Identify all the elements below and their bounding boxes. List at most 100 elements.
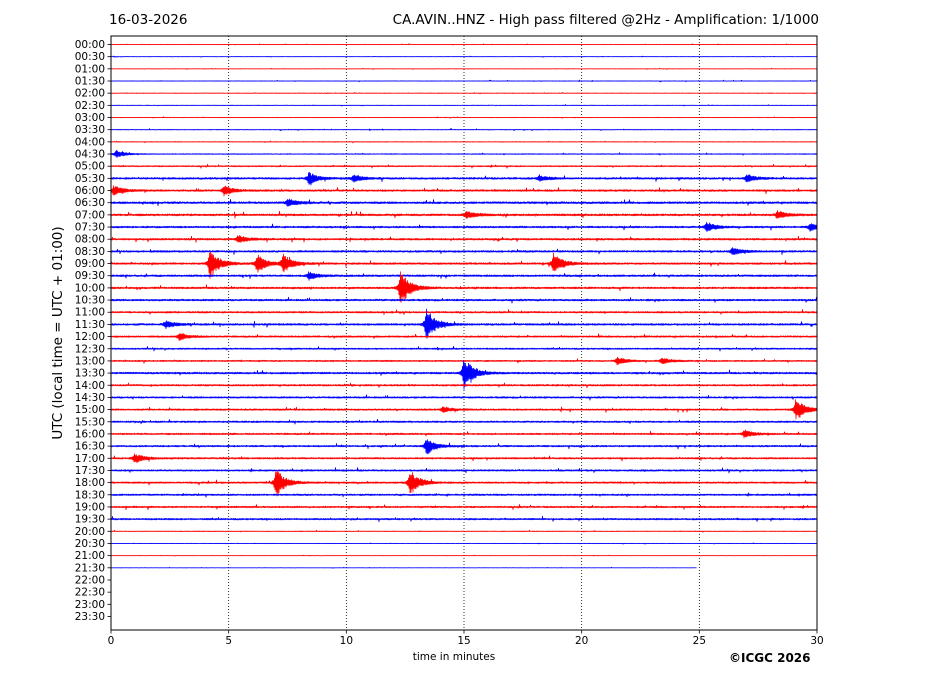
y-axis-label: UTC (local time = UTC + 01:00) (50, 226, 66, 439)
trace-0100 (110, 67, 818, 70)
trace-0530 (110, 172, 818, 186)
trace-1300 (110, 356, 818, 366)
trace-0730 (110, 222, 818, 233)
trace-0300 (110, 116, 818, 119)
trace-1630 (110, 439, 818, 455)
trace-1000 (110, 271, 818, 303)
y-tick-label: 00:00 (75, 39, 105, 51)
y-tick-label: 05:30 (75, 173, 105, 185)
trace-1130 (110, 308, 818, 339)
y-tick-label: 08:00 (75, 234, 105, 246)
trace-0700 (110, 210, 818, 220)
y-tick-label: 03:30 (75, 124, 105, 136)
y-tick-label: 05:00 (75, 161, 105, 173)
trace-0500 (110, 163, 818, 169)
x-tick-label: 15 (457, 635, 470, 647)
trace-0130 (110, 79, 818, 83)
y-tick-label: 15:00 (75, 404, 105, 416)
y-tick-label: 04:30 (75, 149, 105, 161)
trace-0200 (110, 92, 818, 95)
y-tick-label: 06:30 (75, 197, 105, 209)
x-tick-label: 20 (575, 635, 588, 647)
x-tick-label: 30 (810, 635, 823, 647)
chart-title: CA.AVIN..HNZ - High pass filtered @2Hz -… (392, 12, 819, 28)
y-tick-label: 21:30 (75, 562, 105, 574)
y-tick-label: 11:30 (75, 319, 105, 331)
trace-1230 (110, 346, 818, 352)
trace-1100 (110, 309, 818, 315)
y-tick-label: 16:00 (75, 428, 105, 440)
y-tick-label: 13:00 (75, 355, 105, 367)
y-tick-label: 10:30 (75, 295, 105, 307)
trace-0330 (110, 128, 818, 132)
trace-1800 (110, 470, 818, 497)
trace-0600 (110, 185, 818, 197)
y-tick-label: 18:30 (75, 489, 105, 501)
y-tick-label: 07:00 (75, 209, 105, 221)
y-tick-label: 12:00 (75, 331, 105, 343)
y-tick-label: 18:00 (75, 477, 105, 489)
trace-1400 (110, 382, 818, 389)
y-tick-label: 07:30 (75, 222, 105, 234)
seismic-traces (110, 43, 818, 569)
x-tick-label: 10 (340, 635, 353, 647)
y-tick-label: 10:00 (75, 282, 105, 294)
trace-1500 (110, 399, 818, 420)
trace-1430 (110, 394, 818, 401)
x-tick-label: 0 (108, 635, 115, 647)
y-tick-label: 22:00 (75, 574, 105, 586)
y-tick-label: 19:00 (75, 501, 105, 513)
trace-0830 (110, 247, 818, 256)
y-tick-label: 17:00 (75, 453, 105, 465)
y-tick-label: 13:30 (75, 368, 105, 380)
y-tick-label: 20:00 (75, 526, 105, 538)
y-tick-label: 16:30 (75, 441, 105, 453)
y-tick-label: 23:00 (75, 599, 105, 611)
y-tick-label: 15:30 (75, 416, 105, 428)
trace-0400 (110, 140, 818, 144)
trace-0030 (110, 55, 818, 58)
trace-1530 (110, 418, 818, 425)
y-tick-label: 14:30 (75, 392, 105, 404)
y-tick-label: 19:30 (75, 514, 105, 526)
trace-1830 (110, 492, 818, 498)
x-tick-label: 25 (693, 635, 706, 647)
y-tick-label: 08:30 (75, 246, 105, 258)
trace-1700 (110, 453, 818, 464)
x-axis-label: time in minutes (413, 651, 495, 663)
trace-2130 (110, 566, 697, 569)
trace-0900 (110, 251, 818, 279)
y-tick-label: 14:00 (75, 380, 105, 392)
y-tick-label: 09:30 (75, 270, 105, 282)
trace-0930 (110, 271, 818, 281)
trace-1900 (110, 504, 818, 511)
trace-0630 (110, 198, 818, 207)
trace-1330 (110, 360, 818, 390)
y-tick-label: 23:30 (75, 611, 105, 623)
copyright-notice: ©ICGC 2026 (729, 651, 811, 665)
y-tick-label: 06:00 (75, 185, 105, 197)
y-tick-label: 00:30 (75, 51, 105, 63)
trace-0000 (110, 43, 818, 46)
trace-0430 (110, 149, 818, 159)
axes: 00:0000:3001:0001:3002:0002:3003:0003:30… (50, 35, 824, 663)
y-tick-label: 17:30 (75, 465, 105, 477)
trace-1930 (110, 515, 818, 523)
trace-1600 (110, 429, 818, 439)
y-tick-label: 12:30 (75, 343, 105, 355)
trace-2030 (110, 542, 818, 545)
y-tick-label: 20:30 (75, 538, 105, 550)
y-tick-label: 02:30 (75, 100, 105, 112)
y-tick-label: 01:00 (75, 63, 105, 75)
trace-1200 (110, 333, 818, 341)
y-tick-label: 22:30 (75, 587, 105, 599)
trace-0800 (110, 235, 818, 243)
y-tick-label: 01:30 (75, 76, 105, 88)
trace-1730 (110, 467, 818, 474)
trace-2100 (110, 554, 818, 557)
y-tick-label: 21:00 (75, 550, 105, 562)
y-tick-label: 02:00 (75, 88, 105, 100)
y-tick-label: 03:00 (75, 112, 105, 124)
trace-1030 (110, 296, 818, 304)
